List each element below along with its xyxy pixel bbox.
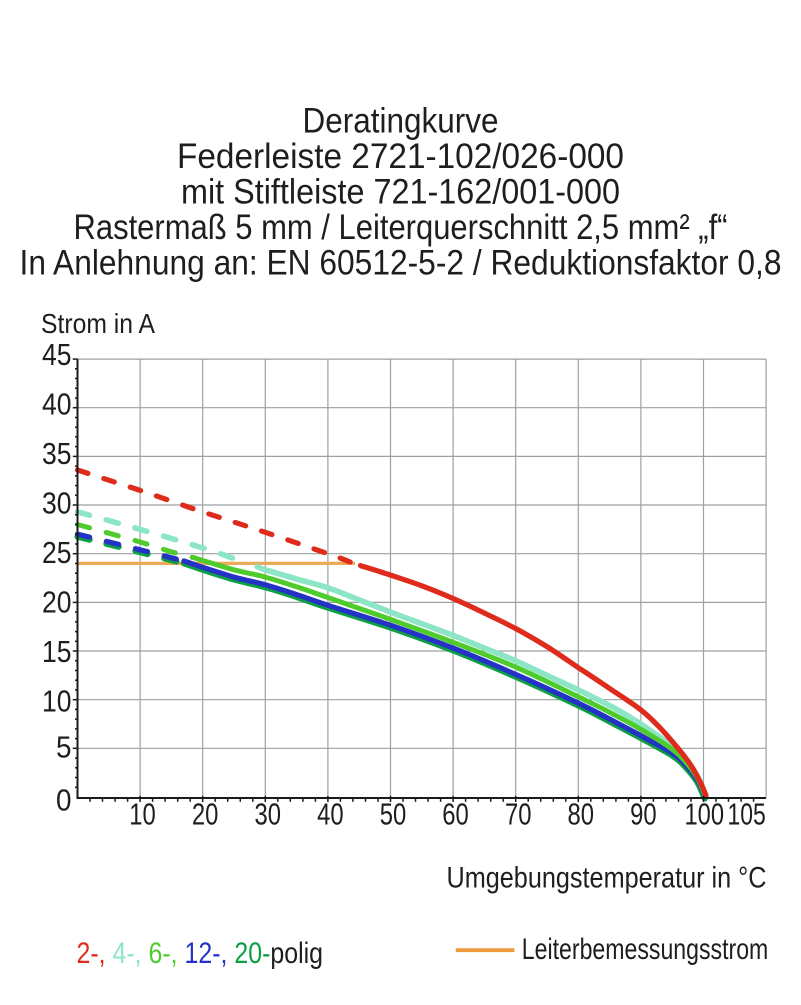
svg-text:90: 90: [630, 797, 657, 832]
svg-text:Strom in A: Strom in A: [41, 308, 155, 339]
svg-text:100: 100: [685, 797, 725, 832]
svg-text:50: 50: [380, 797, 407, 832]
svg-text:20: 20: [192, 797, 219, 832]
svg-text:40: 40: [317, 797, 344, 832]
svg-text:5: 5: [56, 730, 72, 765]
svg-text:Umgebungstemperatur in °C: Umgebungstemperatur in °C: [447, 862, 767, 895]
svg-text:25: 25: [42, 535, 72, 570]
svg-text:30: 30: [42, 486, 72, 521]
svg-text:60: 60: [442, 797, 469, 832]
svg-text:mit Stiftleiste 721-162/001-00: mit Stiftleiste 721-162/001-000: [181, 172, 620, 212]
svg-text:2-, 4-, 6-, 12-, 20-polig: 2-, 4-, 6-, 12-, 20-polig: [77, 937, 324, 970]
svg-text:30: 30: [255, 797, 282, 832]
svg-text:Rastermaß 5 mm / Leiterquersch: Rastermaß 5 mm / Leiterquerschnitt 2,5 m…: [74, 207, 728, 247]
svg-text:10: 10: [42, 684, 72, 719]
svg-text:15: 15: [42, 634, 72, 669]
svg-text:Leiterbemessungsstrom: Leiterbemessungsstrom: [522, 933, 769, 966]
svg-text:Deratingkurve: Deratingkurve: [303, 101, 499, 141]
svg-text:0: 0: [56, 783, 72, 818]
svg-text:10: 10: [129, 797, 156, 832]
svg-text:20: 20: [42, 585, 72, 620]
svg-text:70: 70: [505, 797, 532, 832]
svg-text:45: 45: [42, 337, 72, 372]
svg-text:105: 105: [728, 797, 766, 832]
svg-text:Federleiste 2721-102/026-000: Federleiste 2721-102/026-000: [177, 136, 624, 176]
svg-text:40: 40: [42, 387, 72, 422]
svg-text:80: 80: [568, 797, 595, 832]
svg-text:In Anlehnung an: EN 60512-5-2: In Anlehnung an: EN 60512-5-2 / Reduktio…: [20, 243, 782, 283]
svg-text:35: 35: [42, 436, 72, 471]
